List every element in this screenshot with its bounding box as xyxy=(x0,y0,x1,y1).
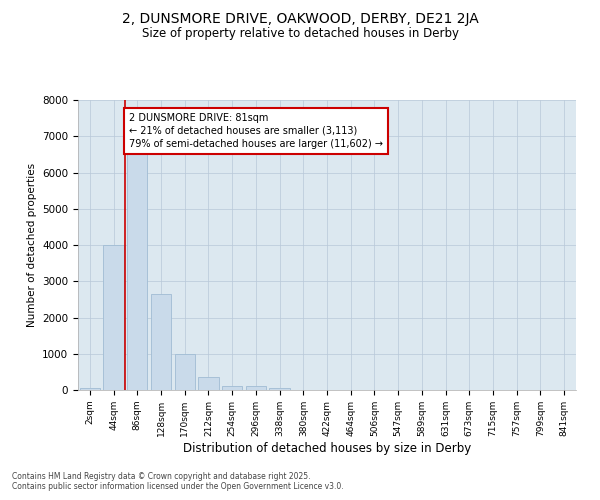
Text: Contains public sector information licensed under the Open Government Licence v3: Contains public sector information licen… xyxy=(12,482,344,491)
Text: 2 DUNSMORE DRIVE: 81sqm
← 21% of detached houses are smaller (3,113)
79% of semi: 2 DUNSMORE DRIVE: 81sqm ← 21% of detache… xyxy=(129,112,383,149)
Bar xyxy=(175,354,195,390)
Bar xyxy=(127,149,148,390)
Bar xyxy=(199,378,218,390)
Bar xyxy=(103,245,124,390)
Text: Size of property relative to detached houses in Derby: Size of property relative to detached ho… xyxy=(142,28,458,40)
Bar xyxy=(80,388,100,390)
X-axis label: Distribution of detached houses by size in Derby: Distribution of detached houses by size … xyxy=(183,442,471,454)
Bar xyxy=(246,386,266,390)
Bar xyxy=(222,386,242,390)
Bar xyxy=(269,388,290,390)
Text: 2, DUNSMORE DRIVE, OAKWOOD, DERBY, DE21 2JA: 2, DUNSMORE DRIVE, OAKWOOD, DERBY, DE21 … xyxy=(122,12,478,26)
Text: Contains HM Land Registry data © Crown copyright and database right 2025.: Contains HM Land Registry data © Crown c… xyxy=(12,472,311,481)
Y-axis label: Number of detached properties: Number of detached properties xyxy=(26,163,37,327)
Bar xyxy=(151,294,171,390)
